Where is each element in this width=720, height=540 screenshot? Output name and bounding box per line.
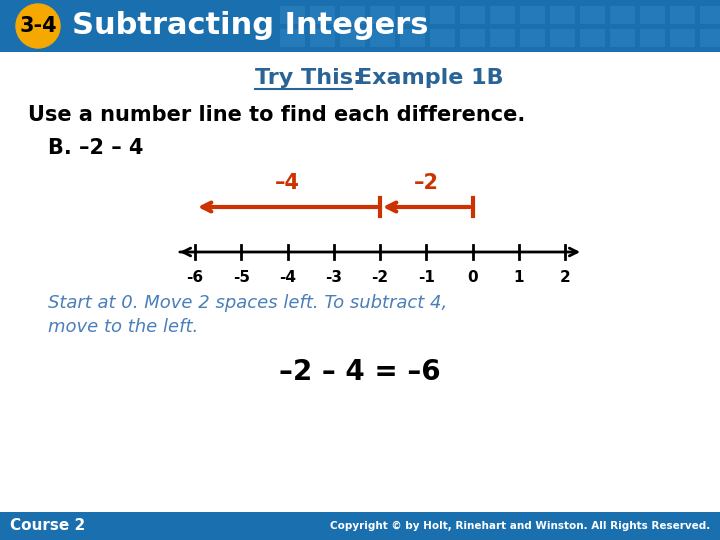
Text: 2: 2 (559, 270, 570, 285)
Bar (460, 29, 485, 47)
Text: -6: -6 (186, 270, 204, 285)
Bar (640, 6, 665, 24)
Text: –2 – 4 = –6: –2 – 4 = –6 (279, 358, 441, 386)
Circle shape (16, 4, 60, 48)
Bar (310, 6, 335, 24)
Bar (610, 29, 635, 47)
Text: Course 2: Course 2 (10, 518, 85, 534)
Bar (670, 6, 695, 24)
Text: Use a number line to find each difference.: Use a number line to find each differenc… (28, 105, 526, 125)
Bar (400, 29, 425, 47)
Bar (490, 29, 515, 47)
Text: move to the left.: move to the left. (48, 318, 198, 336)
Bar (0, 512, 720, 540)
Bar (520, 6, 545, 24)
Bar (370, 29, 395, 47)
Bar (640, 29, 665, 47)
Bar (280, 6, 305, 24)
Bar (430, 29, 455, 47)
Text: Try This:: Try This: (255, 68, 362, 88)
Text: B. –2 – 4: B. –2 – 4 (48, 138, 143, 158)
Text: -4: -4 (279, 270, 296, 285)
Bar (490, 6, 515, 24)
Bar (310, 29, 335, 47)
Bar (670, 29, 695, 47)
Text: Copyright © by Holt, Rinehart and Winston. All Rights Reserved.: Copyright © by Holt, Rinehart and Winsto… (330, 521, 710, 531)
Bar (340, 29, 365, 47)
Text: Start at 0. Move 2 spaces left. To subtract 4,: Start at 0. Move 2 spaces left. To subtr… (48, 294, 447, 312)
Text: -3: -3 (325, 270, 342, 285)
Text: 0: 0 (467, 270, 478, 285)
Text: 1: 1 (513, 270, 524, 285)
Bar (700, 29, 720, 47)
Bar (400, 6, 425, 24)
Bar (550, 6, 575, 24)
Bar (700, 6, 720, 24)
Bar (460, 6, 485, 24)
Text: Subtracting Integers: Subtracting Integers (72, 11, 428, 40)
Text: -2: -2 (372, 270, 389, 285)
Bar (550, 29, 575, 47)
Text: –4: –4 (275, 173, 300, 193)
Bar (580, 6, 605, 24)
Bar (520, 29, 545, 47)
Bar (430, 6, 455, 24)
Text: 3-4: 3-4 (19, 16, 57, 36)
Bar (340, 6, 365, 24)
Text: Example 1B: Example 1B (357, 68, 503, 88)
Text: –2: –2 (414, 173, 438, 193)
Bar (0, 0, 720, 52)
Text: -5: -5 (233, 270, 250, 285)
Bar (580, 29, 605, 47)
Bar (610, 6, 635, 24)
Bar (370, 6, 395, 24)
Text: -1: -1 (418, 270, 435, 285)
Bar (280, 29, 305, 47)
